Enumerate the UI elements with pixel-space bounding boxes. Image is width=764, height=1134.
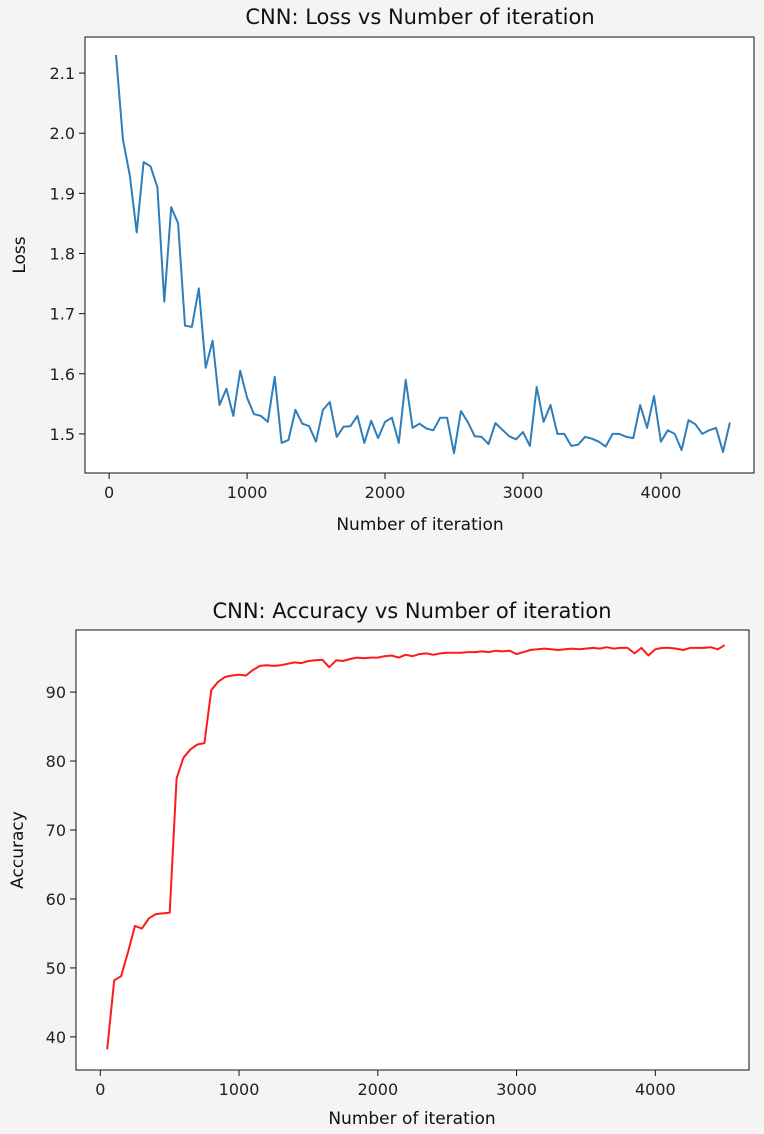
accuracy-x-tick-label: 2000 [357, 1080, 398, 1099]
accuracy-chart: CNN: Accuracy vs Number of iteration 0 10… [8, 599, 750, 1129]
loss-x-tick-label: 1000 [227, 483, 268, 502]
loss-x-axis-label: Number of iteration [336, 515, 503, 535]
loss-y-tick-label: 1.7 [50, 305, 75, 324]
loss-chart-title: CNN: Loss vs Number of iteration [245, 5, 594, 29]
accuracy-series-line [106, 644, 726, 1050]
accuracy-y-tick-label: 40 [46, 1028, 66, 1047]
accuracy-y-axis-label: Accuracy [8, 811, 28, 889]
accuracy-y-tick-label: 50 [46, 959, 66, 978]
loss-y-tick-label: 1.6 [50, 365, 75, 384]
loss-y-axis-label: Loss [10, 236, 30, 273]
accuracy-y-tick-label: 90 [46, 683, 66, 702]
loss-x-tick-label: 3000 [503, 483, 544, 502]
loss-y-tick-label: 2.1 [50, 64, 75, 83]
loss-x-tick-label: 2000 [365, 483, 406, 502]
accuracy-x-tick-label: 0 [95, 1080, 105, 1099]
loss-series-line [115, 54, 731, 455]
loss-y-tick-label: 1.5 [50, 425, 75, 444]
loss-x-tick-label: 4000 [641, 483, 682, 502]
loss-y-tick-label: 1.9 [50, 184, 75, 203]
accuracy-x-axis-label: Number of iteration [328, 1109, 495, 1129]
accuracy-x-tick-label: 1000 [219, 1080, 260, 1099]
accuracy-y-tick-label: 80 [46, 752, 66, 771]
loss-y-tick-label: 2.0 [50, 124, 75, 143]
accuracy-y-tick-label: 70 [46, 821, 66, 840]
loss-chart: CNN: Loss vs Number of iteration 0 1000 20… [10, 5, 755, 535]
loss-y-tick-label: 1.8 [50, 244, 75, 263]
accuracy-y-ticks: 40 50 60 70 80 90 [46, 683, 76, 1047]
accuracy-x-tick-label: 4000 [635, 1080, 676, 1099]
accuracy-y-tick-label: 60 [46, 890, 66, 909]
accuracy-x-ticks: 0 1000 2000 3000 4000 [95, 1070, 676, 1099]
accuracy-plot-area [75, 629, 750, 1071]
loss-plot-area [84, 36, 755, 474]
loss-x-ticks: 0 1000 2000 3000 4000 [104, 473, 681, 502]
accuracy-chart-title: CNN: Accuracy vs Number of iteration [212, 599, 611, 623]
accuracy-x-tick-label: 3000 [496, 1080, 537, 1099]
loss-x-tick-label: 0 [104, 483, 114, 502]
loss-y-ticks: 1.5 1.6 1.7 1.8 1.9 2.0 2.1 [50, 64, 85, 444]
